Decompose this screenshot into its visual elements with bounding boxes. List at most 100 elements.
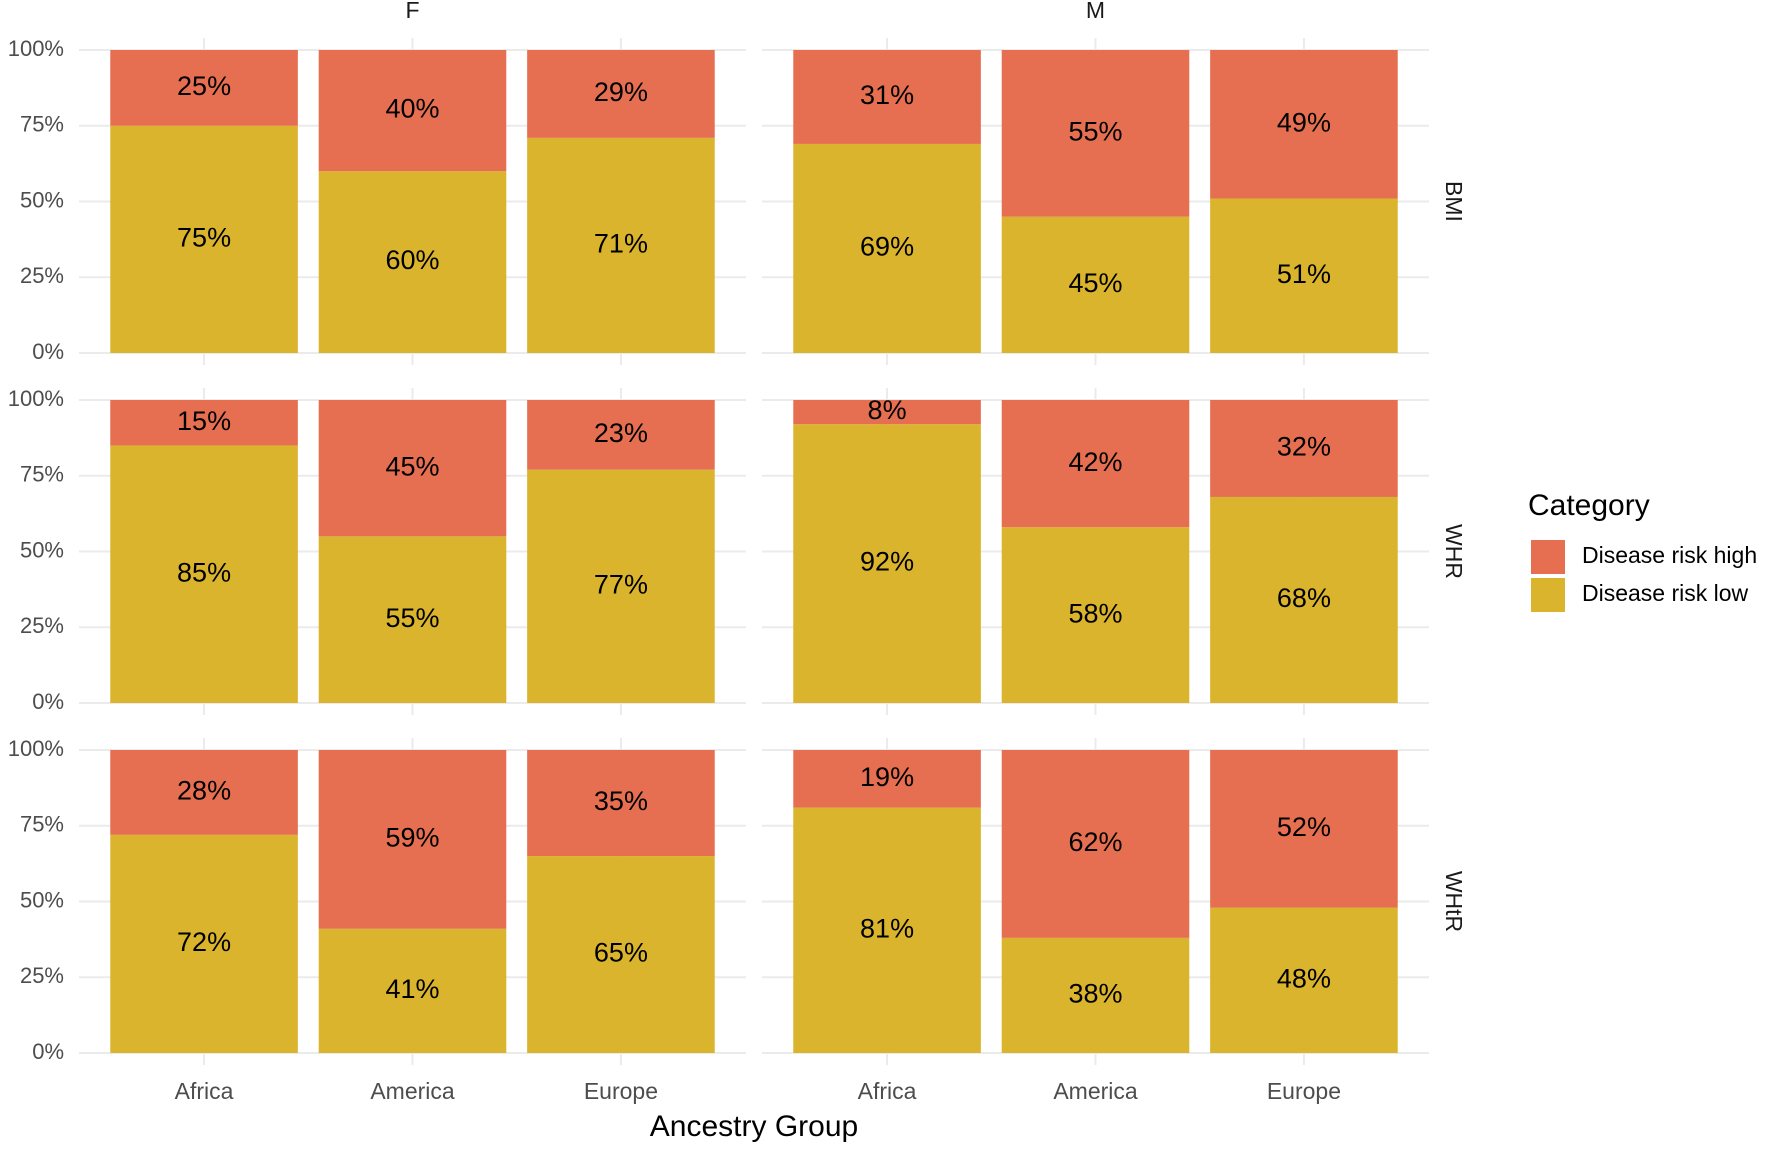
value-label: 42% [1068,447,1122,477]
y-tick-label: 50% [20,187,64,212]
value-label: 85% [177,557,231,587]
x-axis-title: Ancestry Group [650,1110,858,1143]
value-label: 55% [385,603,439,633]
bar-segment [793,424,981,703]
bar-segment [318,536,507,703]
facet-row-label: WHtR [1441,871,1467,932]
y-tick-label: 50% [20,887,64,912]
y-tick-label: 100% [8,36,64,61]
legend-key [1531,540,1565,574]
x-tick-label: Europe [584,1078,658,1104]
y-tick-label: 0% [32,1039,64,1064]
value-label: 35% [594,786,648,816]
value-label: 8% [868,395,907,425]
bar-segment [318,171,507,353]
bar-segment [1210,198,1398,353]
bar-segment [1001,400,1190,528]
y-tick-label: 75% [20,462,64,487]
bar-segment [527,469,715,703]
y-tick-label: 0% [32,339,64,364]
y-tick-label: 0% [32,689,64,714]
bar-segment [793,807,981,1053]
bar-segment [110,445,298,703]
value-label: 45% [385,451,439,481]
bar-segment [1001,750,1190,938]
value-label: 92% [860,547,914,577]
bar-segment [1001,937,1190,1053]
bar-segment [527,50,715,138]
value-label: 52% [1277,812,1331,842]
bar-segment [1210,907,1398,1053]
value-label: 72% [177,927,231,957]
value-label: 23% [594,418,648,448]
value-label: 31% [860,80,914,110]
value-label: 68% [1277,583,1331,613]
bar-segment [318,400,507,537]
y-tick-label: 25% [20,263,64,288]
bar-segment [1210,750,1398,908]
value-label: 51% [1277,259,1331,289]
bar-segment [110,400,298,446]
bar-segment [318,928,507,1053]
bar-segment [318,750,507,929]
bar-segment [527,750,715,857]
x-tick-label: America [1053,1078,1138,1104]
value-label: 69% [860,232,914,262]
legend-label: Disease risk low [1582,580,1749,606]
legend-key [1531,578,1565,612]
value-label: 28% [177,776,231,806]
bar-segment [318,50,507,172]
x-tick-label: Europe [1267,1078,1341,1104]
y-tick-label: 25% [20,963,64,988]
bar-segment [1001,50,1190,217]
bar-segment [110,834,298,1053]
value-label: 77% [594,569,648,599]
value-label: 29% [594,77,648,107]
bar-segment [1210,400,1398,497]
value-label: 62% [1068,827,1122,857]
value-label: 40% [385,94,439,124]
bar-segment [527,400,715,470]
value-label: 32% [1277,432,1331,462]
bar-segment [110,50,298,126]
y-tick-label: 75% [20,112,64,137]
value-label: 45% [1068,268,1122,298]
facet-row-label: WHR [1441,524,1467,579]
bar-segment [527,856,715,1053]
x-tick-label: Africa [175,1078,234,1104]
value-label: 49% [1277,107,1331,137]
value-label: 59% [385,823,439,853]
y-tick-label: 100% [8,386,64,411]
y-tick-label: 25% [20,613,64,638]
value-label: 19% [860,762,914,792]
value-label: 81% [860,913,914,943]
value-label: 75% [177,223,231,253]
value-label: 58% [1068,598,1122,628]
y-tick-label: 75% [20,812,64,837]
bar-segment [1001,216,1190,353]
value-label: 65% [594,938,648,968]
bar-segment [793,143,981,353]
bar-segment [1210,496,1398,703]
bar-segment [1001,527,1190,703]
bar-segment [1210,50,1398,199]
bar-segment [793,750,981,808]
value-label: 48% [1277,963,1331,993]
y-tick-label: 100% [8,736,64,761]
x-tick-label: Africa [858,1078,917,1104]
value-label: 41% [385,974,439,1004]
value-label: 71% [594,229,648,259]
facet-column-label: M [1086,0,1105,23]
bar-segment [527,137,715,353]
y-tick-label: 50% [20,537,64,562]
value-label: 15% [177,406,231,436]
value-label: 38% [1068,979,1122,1009]
bar-segment [110,750,298,835]
legend-title: Category [1528,489,1650,522]
x-tick-label: America [370,1078,455,1104]
bar-segment [793,50,981,144]
value-label: 25% [177,71,231,101]
legend-label: Disease risk high [1582,542,1757,568]
bar-segment [110,125,298,353]
